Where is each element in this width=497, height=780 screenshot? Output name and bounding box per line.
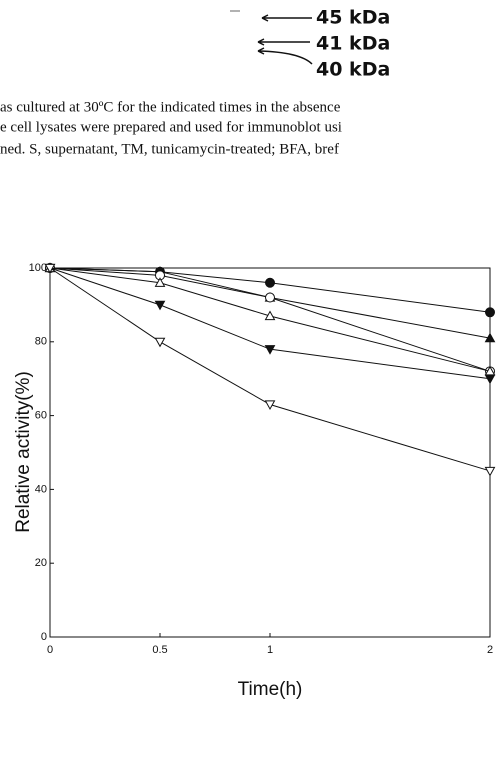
- caption-line: ned. S, supernatant, TM, tunicamycin-tre…: [0, 141, 339, 157]
- plot-frame: [50, 268, 490, 637]
- data-point: [156, 338, 165, 346]
- x-tick-label: 1: [267, 644, 273, 656]
- x-tick-label: 0.5: [152, 644, 167, 656]
- y-tick-label: 40: [35, 483, 47, 495]
- arrow: [258, 48, 312, 64]
- x-axis-title: Time(h): [238, 679, 303, 700]
- arrow: [262, 15, 312, 21]
- blot-markers: [230, 11, 312, 64]
- blot-label: 45 kDa: [316, 7, 390, 29]
- x-tick-label: 0: [47, 644, 53, 656]
- arrow: [258, 39, 310, 45]
- y-tick-label: 20: [35, 557, 47, 569]
- data-point: [156, 301, 165, 309]
- data-point: [486, 375, 495, 383]
- y-tick-label: 80: [35, 336, 47, 348]
- y-tick-label: 100: [29, 262, 47, 274]
- caption-line: as cultured at 30ºC for the indicated ti…: [0, 99, 341, 115]
- page: {"blot_labels": ["45 kDa", "41 kDa", "40…: [0, 0, 497, 780]
- figure: 45 kDa 41 kDa 40 kDa as cultured at 30ºC…: [0, 0, 497, 780]
- x-tick-label: 2: [487, 644, 493, 656]
- blot-label: 41 kDa: [316, 33, 390, 55]
- data-point: [266, 293, 275, 302]
- y-tick-label: 0: [41, 631, 47, 643]
- data-point: [486, 308, 495, 317]
- y-axis-title: Relative activity(%): [13, 371, 34, 533]
- caption-line: e cell lysates were prepared and used fo…: [0, 119, 342, 135]
- data-point: [486, 467, 495, 475]
- data-point: [266, 278, 275, 287]
- y-tick-label: 60: [35, 410, 47, 422]
- blot-label: 40 kDa: [316, 59, 390, 81]
